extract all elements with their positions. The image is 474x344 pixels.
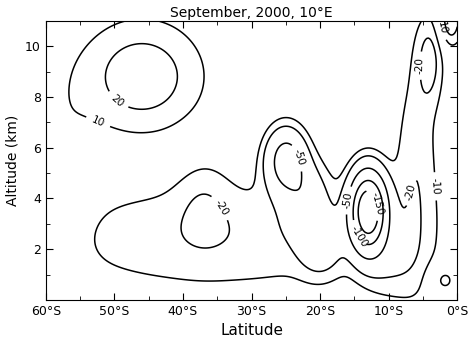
Text: 10: 10 [90, 115, 106, 129]
Text: -20: -20 [212, 197, 230, 217]
Text: 20: 20 [109, 93, 126, 109]
Text: -10: -10 [430, 178, 441, 195]
Text: -100: -100 [348, 224, 369, 249]
Text: -20: -20 [415, 57, 425, 74]
Text: 10: 10 [436, 21, 448, 36]
Text: -150: -150 [369, 191, 385, 216]
Text: -50: -50 [292, 148, 306, 167]
Title: September, 2000, 10°E: September, 2000, 10°E [170, 6, 333, 20]
Y-axis label: Altitude (km): Altitude (km) [6, 115, 19, 206]
X-axis label: Latitude: Latitude [220, 323, 283, 338]
Text: -50: -50 [341, 191, 354, 209]
Text: -20: -20 [404, 183, 418, 201]
